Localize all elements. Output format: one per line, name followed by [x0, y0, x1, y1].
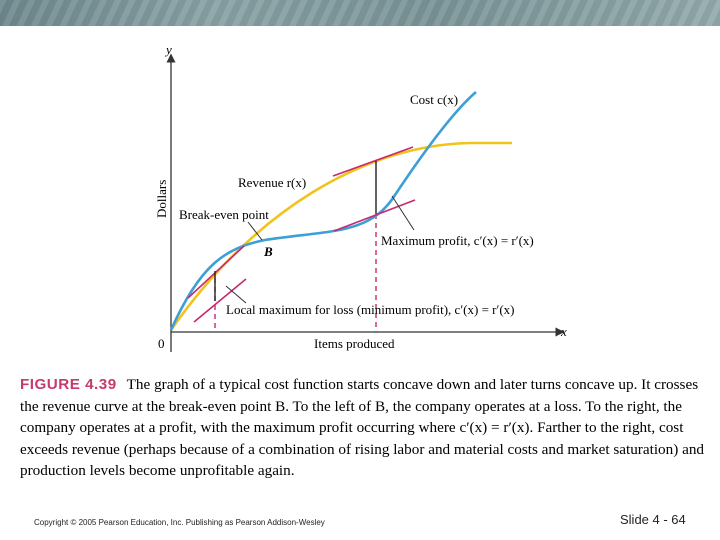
items-produced-label: Items produced — [314, 336, 395, 351]
dollars-label: Dollars — [154, 180, 169, 218]
origin-label: 0 — [158, 336, 165, 351]
cost-label: Cost c(x) — [410, 92, 458, 107]
local-max-loss-label: Local maximum for loss (minimum profit),… — [226, 302, 514, 317]
tangent-cost-max — [333, 199, 416, 232]
cost-curve — [169, 91, 477, 331]
break-even-label: Break-even point — [179, 207, 269, 222]
leader-local-loss — [225, 285, 247, 304]
top-banner — [0, 0, 720, 26]
leader-max-profit — [391, 195, 415, 231]
figure-caption: FIGURE 4.39 The graph of a typical cost f… — [20, 374, 710, 482]
tangent-revenue-local — [187, 245, 245, 299]
slide-number: Slide 4 - 64 — [620, 512, 686, 527]
tangent-cost-local — [193, 278, 247, 323]
tangent-revenue-max — [332, 146, 414, 177]
x-axis-label: x — [560, 324, 567, 339]
max-profit-label: Maximum profit, c′(x) = r′(x) — [381, 233, 534, 248]
point-b-label: B — [263, 244, 273, 259]
leader-break-even — [247, 221, 263, 241]
caption-text: The graph of a typical cost function sta… — [20, 376, 705, 479]
figure-number: FIGURE 4.39 — [20, 376, 117, 393]
y-axis-label: y — [164, 42, 172, 57]
revenue-curve — [169, 141, 512, 331]
copyright-notice: Copyright © 2005 Pearson Education, Inc.… — [34, 518, 325, 527]
revenue-label: Revenue r(x) — [238, 175, 306, 190]
